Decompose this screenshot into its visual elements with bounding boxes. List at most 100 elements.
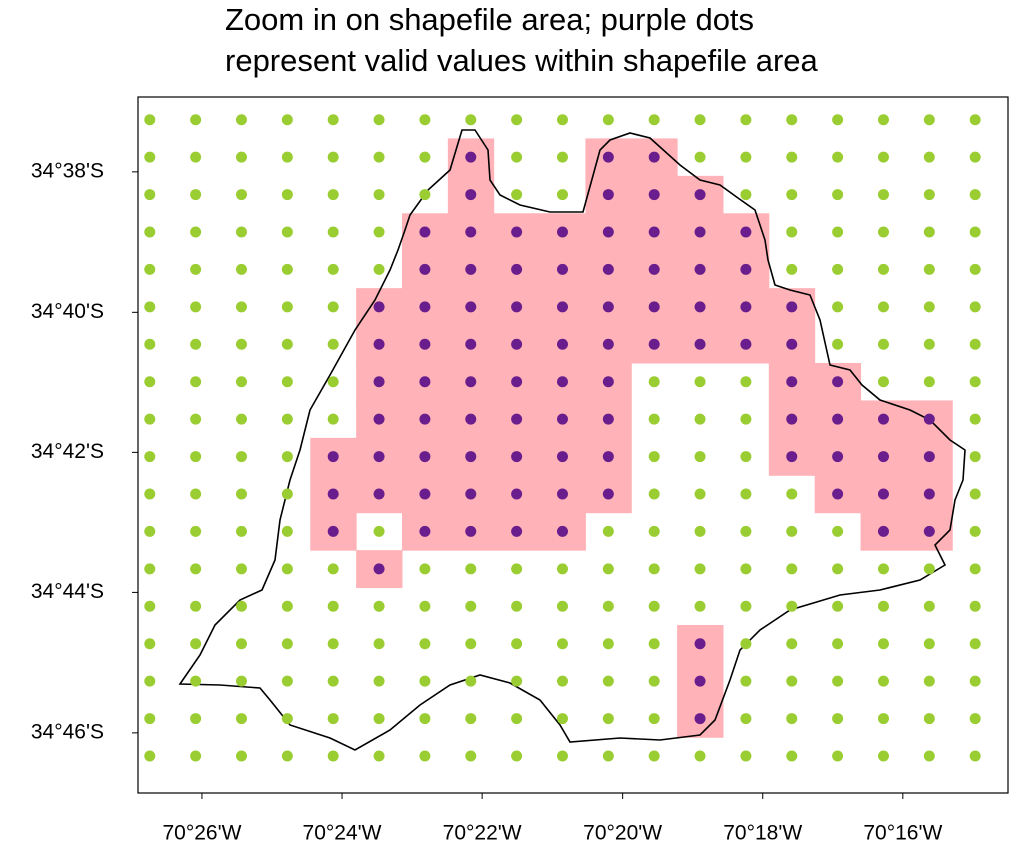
grid-point [740, 713, 752, 725]
grid-point [190, 488, 202, 500]
grid-point [740, 563, 752, 575]
valid-point [419, 338, 431, 350]
grid-point [694, 151, 706, 163]
grid-point [281, 114, 293, 126]
valid-point [465, 451, 477, 463]
valid-point [602, 451, 614, 463]
grid-point [694, 525, 706, 537]
valid-point [786, 413, 798, 425]
valid-point [556, 338, 568, 350]
grid-point [556, 675, 568, 687]
grid-point [832, 226, 844, 238]
valid-point [740, 301, 752, 313]
grid-point [602, 750, 614, 762]
grid-point [969, 525, 981, 537]
grid-point [832, 750, 844, 762]
valid-point [602, 376, 614, 388]
grid-point [281, 638, 293, 650]
grid-point [648, 114, 660, 126]
grid-point [602, 525, 614, 537]
valid-point [419, 226, 431, 238]
grid-point [740, 114, 752, 126]
grid-point [235, 189, 247, 201]
grid-point [235, 151, 247, 163]
grid-point [419, 151, 431, 163]
grid-point [969, 301, 981, 313]
grid-point [740, 675, 752, 687]
y-tick-label: 34°40'S [31, 300, 104, 323]
valid-point [511, 451, 523, 463]
grid-point [602, 638, 614, 650]
grid-point [281, 713, 293, 725]
grid-point [281, 563, 293, 575]
x-tick-label: 70°26'W [162, 822, 241, 845]
valid-point [694, 189, 706, 201]
grid-point [327, 713, 339, 725]
grid-point [877, 301, 889, 313]
grid-point [877, 263, 889, 275]
grid-point [465, 600, 477, 612]
grid-point [373, 525, 385, 537]
grid-point [556, 151, 568, 163]
valid-point [327, 451, 339, 463]
grid-point [648, 376, 660, 388]
valid-point [465, 151, 477, 163]
grid-point [832, 151, 844, 163]
grid-point [235, 301, 247, 313]
grid-point [969, 263, 981, 275]
grid-point [877, 114, 889, 126]
grid-point [281, 413, 293, 425]
grid-point [235, 525, 247, 537]
grid-point [373, 226, 385, 238]
grid-point [281, 488, 293, 500]
valid-point [556, 263, 568, 275]
grid-point [419, 750, 431, 762]
grid-point [694, 563, 706, 575]
x-tick-label: 70°16'W [863, 822, 942, 845]
valid-point [877, 451, 889, 463]
valid-point [419, 488, 431, 500]
grid-point [235, 451, 247, 463]
grid-point [190, 376, 202, 388]
valid-point [465, 338, 477, 350]
grid-point [969, 338, 981, 350]
grid-point [694, 413, 706, 425]
grid-point [327, 338, 339, 350]
grid-point [235, 675, 247, 687]
valid-point [740, 263, 752, 275]
grid-point [144, 301, 156, 313]
grid-point [602, 114, 614, 126]
valid-point [832, 488, 844, 500]
valid-point [419, 525, 431, 537]
grid-point [877, 638, 889, 650]
valid-point [373, 338, 385, 350]
grid-point [877, 563, 889, 575]
valid-point [648, 151, 660, 163]
valid-point [465, 376, 477, 388]
grid-point [740, 638, 752, 650]
valid-point [419, 263, 431, 275]
grid-point [144, 713, 156, 725]
grid-point [511, 563, 523, 575]
valid-point [465, 525, 477, 537]
valid-point [877, 413, 889, 425]
grid-point [235, 563, 247, 575]
grid-point [511, 114, 523, 126]
grid-point [511, 750, 523, 762]
grid-point [144, 226, 156, 238]
grid-point [740, 750, 752, 762]
grid-point [969, 488, 981, 500]
grid-point [235, 376, 247, 388]
valid-point [786, 376, 798, 388]
grid-point [877, 675, 889, 687]
grid-point [281, 338, 293, 350]
grid-point [923, 263, 935, 275]
grid-point [969, 189, 981, 201]
grid-point [602, 713, 614, 725]
grid-point [556, 189, 568, 201]
grid-point [281, 376, 293, 388]
grid-point [923, 151, 935, 163]
valid-point [602, 301, 614, 313]
grid-point [235, 226, 247, 238]
